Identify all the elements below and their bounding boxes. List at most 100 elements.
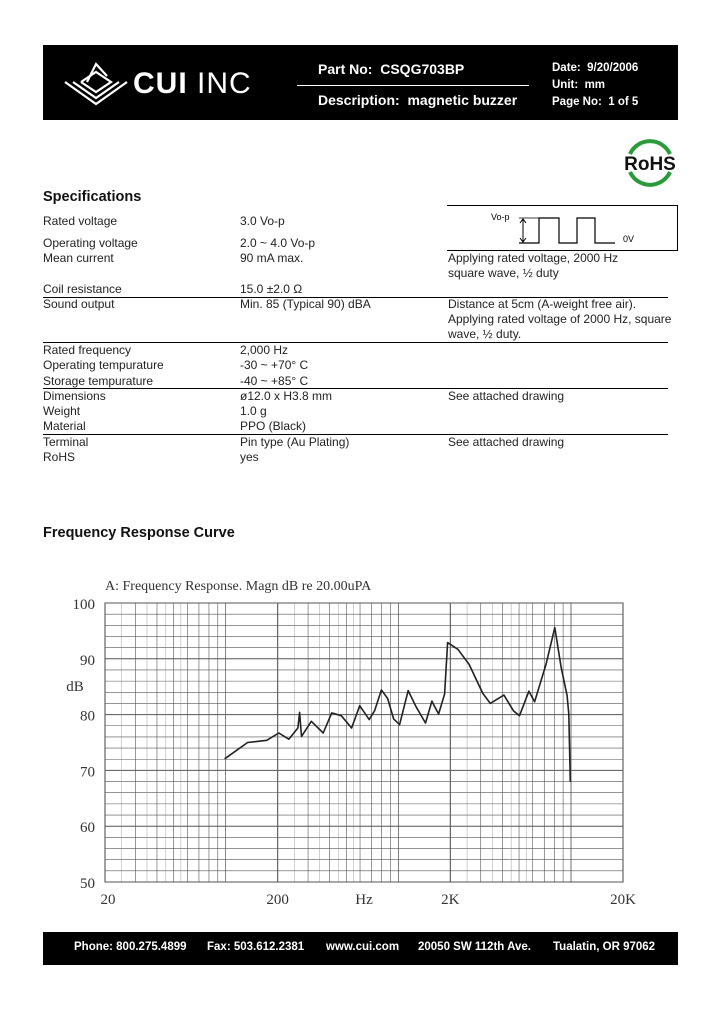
header-divider — [297, 85, 529, 86]
footer-website[interactable]: www.cui.com — [326, 941, 400, 953]
spec-name: Operating voltage — [43, 236, 138, 250]
spec-value: 15.0 ±2.0 Ω — [240, 282, 303, 296]
data-point — [340, 715, 342, 717]
spec-value: Pin type (Au Plating) — [240, 435, 350, 449]
data-point — [278, 732, 280, 734]
waveform-diagram: Vo-p 0V — [447, 205, 678, 251]
frequency-response-heading: Frequency Response Curve — [43, 525, 235, 541]
y-axis-label: dB — [66, 679, 84, 695]
footer-fax: Fax: 503.612.2381 — [207, 941, 305, 953]
y-tick-label: 50 — [80, 876, 95, 892]
spec-value: PPO (Black) — [240, 419, 307, 433]
plot-frame — [104, 602, 624, 883]
y-tick-label: 90 — [80, 653, 95, 669]
divider — [43, 297, 668, 298]
page-number: Page No: 1 of 5 — [552, 96, 639, 108]
part-no: Part No: CSQG703BP — [318, 61, 465, 77]
spec-value: -30 ~ +70° C — [240, 358, 309, 372]
data-point — [373, 710, 376, 712]
spec-note: wave, ½ duty. — [448, 327, 522, 341]
data-point — [512, 710, 515, 712]
data-point — [533, 701, 536, 703]
data-point — [393, 718, 395, 720]
x-axis-label: Hz — [355, 892, 373, 908]
spec-value: -40 ~ +85° C — [240, 374, 309, 388]
data-point — [569, 780, 571, 783]
data-point — [331, 712, 333, 714]
cui-logo-icon — [64, 62, 128, 106]
series-line — [224, 626, 572, 782]
data-point — [457, 648, 459, 650]
square-wave-icon: Vo-p 0V — [491, 212, 634, 244]
y-tick-label: 80 — [80, 709, 95, 725]
x-tick-label: 20K — [610, 892, 636, 908]
specifications-heading: Specifications — [43, 189, 142, 205]
data-point — [489, 702, 491, 705]
spec-name: Dimensions — [43, 389, 106, 403]
zero-volt-label: 0V — [623, 234, 634, 244]
data-point — [359, 705, 361, 707]
x-tick-label: 200 — [266, 892, 289, 908]
date: Date: 9/20/2006 — [552, 62, 639, 74]
y-tick-label: 100 — [73, 597, 96, 613]
data-point — [424, 722, 427, 724]
spec-note: square wave, ½ duty — [448, 266, 559, 280]
data-point — [415, 706, 417, 708]
footer-bar: Phone: 800.275.4899 Fax: 503.612.2381 ww… — [43, 932, 678, 965]
y-tick-label: 70 — [80, 764, 95, 780]
data-point — [566, 695, 568, 697]
spec-note: Applying rated voltage, 2000 Hz — [448, 251, 619, 265]
data-point — [386, 697, 389, 700]
data-point — [444, 693, 446, 695]
spec-name: Terminal — [43, 435, 89, 449]
data-point — [528, 690, 530, 692]
spec-name: Weight — [43, 404, 81, 418]
data-point — [554, 626, 556, 629]
spec-value: 3.0 Vo-p — [240, 214, 285, 228]
spec-value: 2,000 Hz — [240, 343, 289, 357]
data-point — [468, 663, 470, 665]
spec-value: Min. 85 (Typical 90) dBA — [240, 297, 371, 311]
rohs-badge-icon: RoHS — [624, 139, 676, 187]
data-point — [350, 727, 353, 729]
spec-name: Rated voltage — [43, 214, 118, 228]
data-point — [299, 711, 301, 713]
data-point — [482, 692, 484, 694]
spec-value: ø12.0 x H3.8 mm — [240, 389, 333, 403]
spec-name: RoHS — [43, 450, 76, 464]
data-point — [297, 727, 299, 729]
spec-value: 2.0 ~ 4.0 Vo-p — [240, 236, 316, 250]
data-point — [247, 741, 249, 744]
spec-name: Mean current — [43, 251, 114, 265]
spec-note: Applying rated voltage of 2000 Hz, squar… — [448, 312, 672, 326]
spec-value: 1.0 g — [240, 404, 267, 418]
y-tick-label: 60 — [80, 820, 95, 836]
data-point — [266, 739, 268, 741]
data-point — [447, 642, 449, 644]
footer-phone: Phone: 800.275.4899 — [74, 941, 187, 953]
spec-name: Coil resistance — [43, 282, 122, 296]
description: Description: magnetic buzzer — [318, 92, 518, 108]
spec-name: Material — [43, 419, 86, 433]
data-point — [322, 732, 324, 734]
data-point — [224, 758, 226, 760]
divider — [43, 434, 668, 435]
spec-value: 90 mA max. — [240, 251, 304, 265]
spec-value: yes — [240, 450, 259, 464]
data-point — [545, 663, 547, 665]
spec-note: See attached drawing — [448, 435, 565, 449]
header-bar: CUI INC Part No: CSQG703BP Description: … — [43, 45, 678, 120]
svg-text:RoHS: RoHS — [624, 154, 676, 175]
frequency-response-chart: A: Frequency Response. Magn dB re 20.00u… — [66, 579, 636, 908]
data-point — [310, 720, 312, 722]
x-tick-label: 20 — [101, 892, 116, 908]
chart-title: A: Frequency Response. Magn dB re 20.00u… — [105, 579, 372, 594]
data-point — [300, 735, 303, 737]
vop-label: Vo-p — [491, 212, 510, 222]
data-point — [288, 738, 290, 740]
data-point — [368, 719, 370, 721]
unit: Unit: mm — [552, 79, 606, 91]
divider — [43, 342, 668, 343]
spec-name: Rated frequency — [43, 343, 132, 357]
footer-city: Tualatin, OR 97062 — [553, 941, 656, 953]
